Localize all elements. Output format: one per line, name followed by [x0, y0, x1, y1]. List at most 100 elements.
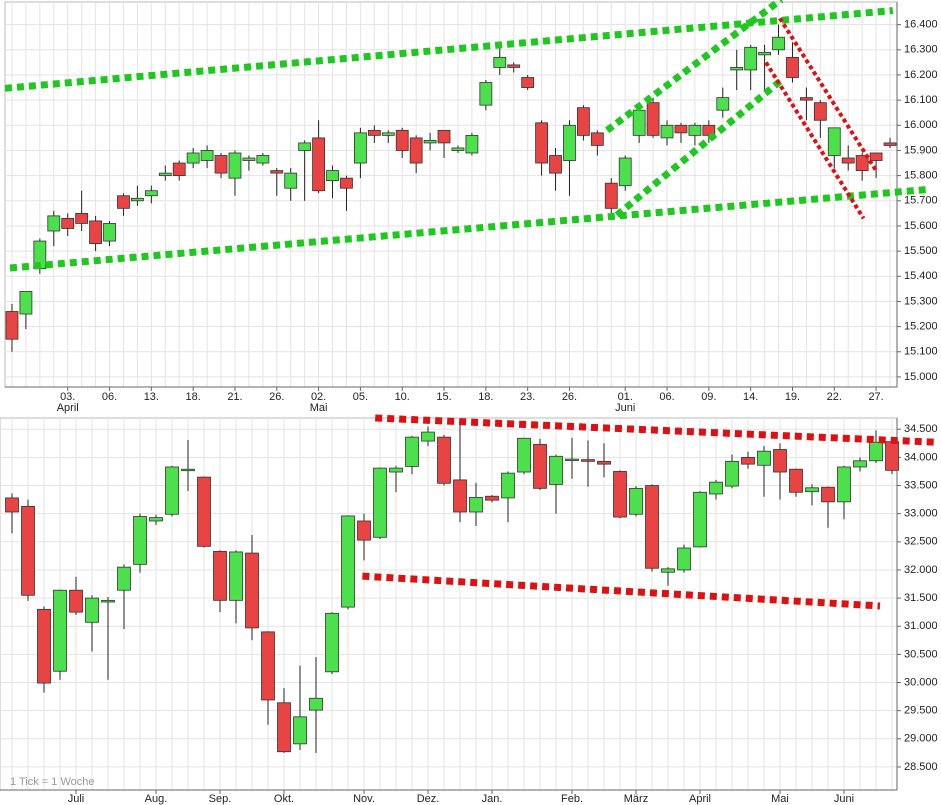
- candle: [117, 564, 131, 630]
- candle-body: [181, 468, 195, 472]
- month-label: April: [57, 402, 79, 414]
- y-tick-label: 15.800: [904, 170, 938, 182]
- candle-body: [744, 46, 758, 71]
- candle: [158, 165, 172, 181]
- candle: [19, 290, 33, 330]
- candle: [37, 606, 51, 693]
- candle-body: [563, 124, 576, 161]
- candle: [197, 476, 211, 548]
- candle-body: [53, 589, 67, 672]
- candle: [284, 168, 298, 201]
- x-tick-label: 03.: [60, 391, 75, 403]
- candle-body: [270, 170, 284, 174]
- candle-body: [618, 157, 632, 187]
- candle-body: [213, 550, 227, 601]
- candle-body: [89, 220, 102, 244]
- candle: [535, 120, 548, 176]
- candle-body: [827, 127, 841, 156]
- candle-body: [853, 460, 867, 468]
- candle-body: [245, 552, 259, 629]
- x-tick-label: 14.: [743, 391, 758, 403]
- candle: [581, 440, 595, 487]
- candle: [270, 168, 284, 196]
- candle-body: [101, 599, 115, 603]
- candle-body: [437, 436, 451, 484]
- trend-line: [375, 414, 936, 446]
- candle: [298, 140, 312, 201]
- candle: [85, 595, 99, 652]
- candle: [744, 44, 758, 91]
- x-tick-label: 06.: [659, 391, 674, 403]
- candle: [517, 437, 531, 475]
- trend-line: [362, 572, 881, 610]
- y-tick-label: 15.500: [904, 245, 938, 257]
- y-tick-label: 16.400: [904, 19, 938, 31]
- candle-body: [47, 215, 61, 232]
- candle-body: [821, 486, 835, 503]
- y-tick-label: 28.500: [904, 761, 938, 773]
- candle: [373, 467, 387, 539]
- candle: [213, 550, 227, 613]
- candle-body: [677, 547, 691, 571]
- candle: [354, 127, 367, 179]
- candle-body: [103, 223, 116, 242]
- candle-body: [75, 212, 89, 224]
- x-tick-label: 02.: [311, 391, 326, 403]
- candle-body: [709, 481, 723, 495]
- candle-body: [117, 195, 130, 209]
- x-tick-label: Okt.: [274, 793, 294, 805]
- candle: [773, 443, 787, 500]
- x-tick-label: 01.: [618, 391, 633, 403]
- candle: [841, 145, 855, 171]
- candle: [709, 479, 723, 500]
- candle: [688, 122, 702, 146]
- y-tick-label: 33.000: [904, 508, 938, 520]
- candle: [869, 430, 883, 464]
- candle-body: [725, 460, 739, 487]
- candle-body: [312, 137, 325, 192]
- candle: [629, 486, 643, 517]
- candle: [144, 185, 158, 204]
- x-tick-label: März: [624, 793, 648, 805]
- y-tick-label: 30.500: [904, 648, 938, 660]
- candle: [716, 87, 730, 118]
- candle: [674, 122, 688, 143]
- month-label: Mai: [310, 402, 328, 414]
- candle-body: [565, 458, 579, 461]
- x-tick-label: 15.: [436, 391, 451, 403]
- candle: [5, 493, 19, 534]
- candle: [789, 468, 803, 497]
- x-tick-label: 09.: [701, 391, 716, 403]
- x-tick-label: Feb.: [561, 793, 583, 805]
- candle: [409, 135, 423, 174]
- candle: [367, 125, 381, 143]
- candle: [21, 499, 35, 601]
- candle: [813, 100, 827, 138]
- candle-body: [837, 466, 851, 503]
- candle-body: [660, 124, 674, 139]
- candle: [437, 434, 451, 486]
- candle: [757, 446, 771, 497]
- candle: [133, 513, 147, 573]
- x-tick-label: Juni: [834, 793, 854, 805]
- candle-body: [465, 134, 479, 154]
- candle: [131, 185, 144, 206]
- y-tick-label: 16.300: [904, 44, 938, 56]
- candle-body: [581, 459, 595, 462]
- candle-body: [453, 479, 467, 513]
- candle: [309, 657, 323, 753]
- candle-body: [37, 608, 51, 684]
- candle: [597, 443, 611, 478]
- x-tick-label: Jan.: [482, 793, 503, 805]
- y-tick-label: 15.400: [904, 270, 938, 282]
- candle: [837, 465, 851, 520]
- y-tick-label: 32.500: [904, 536, 938, 548]
- candle-body: [674, 124, 688, 134]
- candle-body: [758, 51, 771, 56]
- candle-body: [214, 155, 228, 174]
- candle-body: [869, 441, 883, 462]
- candle-body: [21, 505, 35, 596]
- candle-body: [485, 495, 499, 501]
- candle: [165, 465, 179, 517]
- trend-line: [604, 0, 784, 134]
